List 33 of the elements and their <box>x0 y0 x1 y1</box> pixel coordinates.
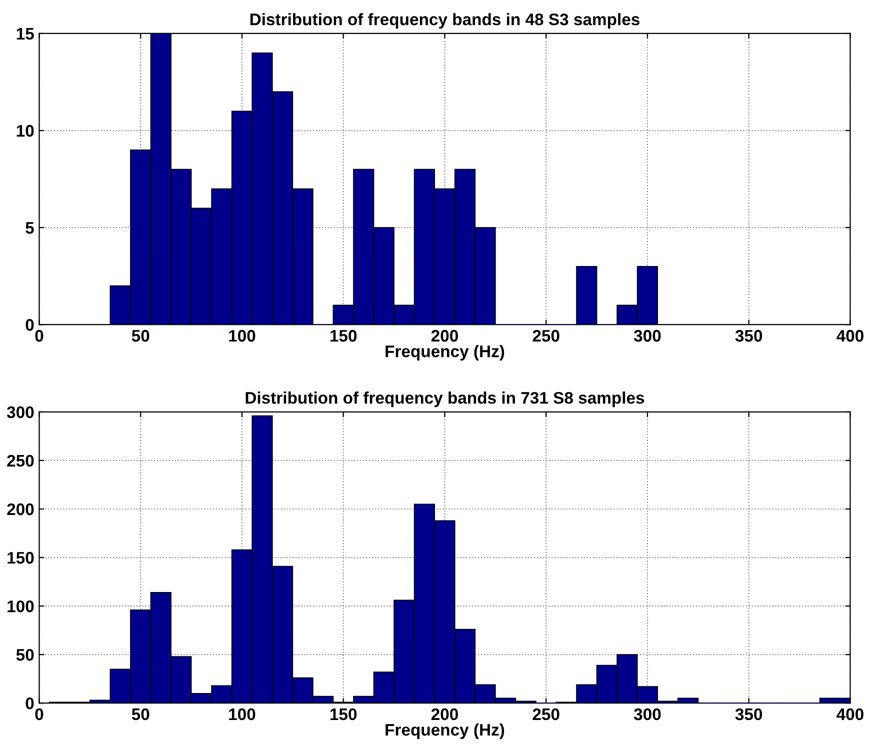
x-tick-label: 50 <box>132 708 150 720</box>
x-tick-label: 100 <box>229 330 256 342</box>
y-tick-label: 250 <box>7 454 34 467</box>
x-tick-label: 300 <box>634 708 661 720</box>
y-tick-label: 10 <box>16 124 34 137</box>
y-tick-label: 200 <box>7 503 34 516</box>
chart-title: Distribution of frequency bands in 731 S8 samples <box>246 392 644 408</box>
x-tick-label: 150 <box>330 708 357 720</box>
x-tick-label: 0 <box>35 708 44 720</box>
x-axis-title: Frequency (Hz) <box>386 723 504 740</box>
x-tick-label: 50 <box>132 330 150 342</box>
x-tick-label: 250 <box>532 708 560 720</box>
x-tick-label: 250 <box>532 330 560 342</box>
x-tick-label: 300 <box>634 330 661 342</box>
x-tick-label: 150 <box>330 330 357 342</box>
x-tick-label: 200 <box>431 330 458 342</box>
x-tick-label: 350 <box>735 708 762 720</box>
chart-title: Distribution of frequency bands in 48 S3 samples <box>250 13 640 29</box>
x-tick-label: 400 <box>836 708 864 720</box>
y-tick-label: 150 <box>8 552 34 564</box>
x-tick-label: 400 <box>836 330 864 342</box>
x-tick-label: 200 <box>431 708 458 720</box>
y-tick-label: 15 <box>16 28 34 40</box>
y-tick-label: 50 <box>16 648 34 661</box>
y-tick-label: 5 <box>26 222 34 234</box>
x-tick-label: 100 <box>229 708 256 720</box>
x-tick-label: 0 <box>35 330 44 342</box>
y-tick-label: 100 <box>8 600 34 612</box>
x-axis-title: Frequency (Hz) <box>386 345 504 361</box>
y-tick-label: 0 <box>26 697 34 710</box>
y-tick-label: 0 <box>26 319 34 331</box>
y-tick-label: 300 <box>6 406 34 418</box>
x-tick-label: 350 <box>735 330 762 342</box>
